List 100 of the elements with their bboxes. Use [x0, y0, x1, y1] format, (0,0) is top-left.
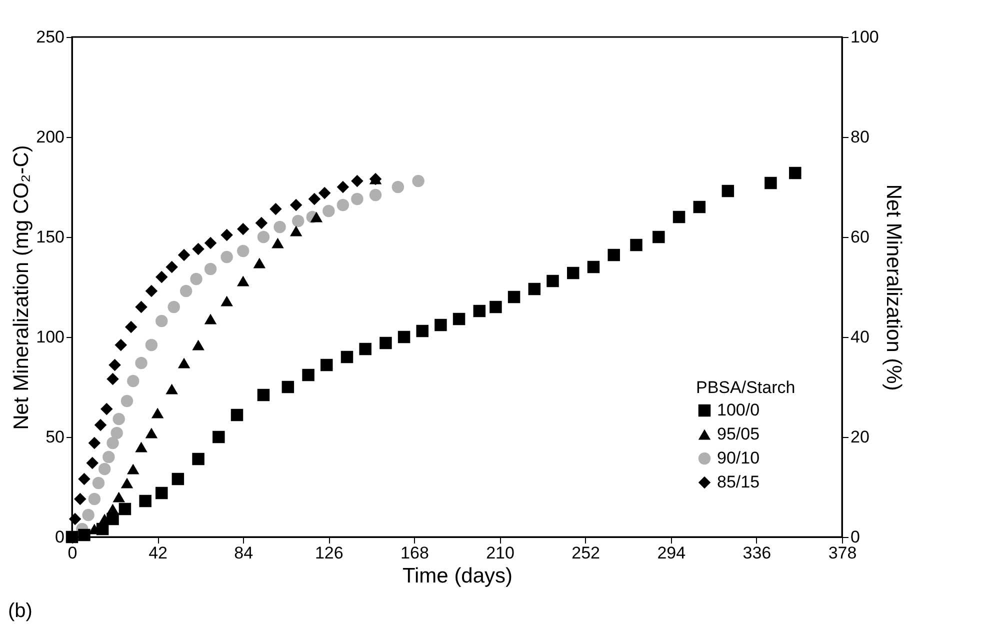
point	[98, 462, 111, 476]
point	[112, 492, 125, 502]
point	[135, 442, 148, 452]
point	[253, 258, 266, 268]
x-axis-title: Time (days)	[402, 564, 513, 588]
y-tick-label: 250	[36, 28, 64, 46]
point	[351, 192, 364, 206]
point	[145, 428, 158, 438]
point	[88, 492, 101, 506]
legend-label: 90/10	[717, 448, 760, 468]
point	[672, 210, 686, 224]
x-tick-label: 42	[148, 544, 168, 562]
point	[452, 312, 466, 326]
point	[66, 530, 78, 544]
point	[398, 330, 410, 344]
point	[118, 502, 132, 516]
point	[274, 220, 286, 234]
x-tick-label: 336	[742, 544, 772, 562]
point	[236, 276, 250, 286]
point	[220, 228, 233, 242]
point	[270, 202, 282, 216]
point	[145, 338, 158, 352]
point	[292, 214, 304, 228]
point	[789, 166, 802, 180]
x-tick-label: 252	[572, 544, 600, 562]
point	[180, 284, 192, 298]
point	[257, 230, 270, 244]
y-tick-label: 100	[36, 328, 64, 346]
point	[546, 274, 559, 288]
point	[220, 250, 233, 264]
point	[168, 300, 180, 314]
point	[566, 266, 580, 280]
point	[120, 478, 134, 488]
point	[302, 368, 314, 382]
point	[78, 472, 90, 486]
point	[351, 174, 364, 188]
point	[336, 180, 350, 194]
point	[106, 372, 119, 386]
point	[434, 318, 447, 332]
point	[120, 394, 134, 408]
point	[114, 338, 128, 352]
y2-tick-label: 40	[850, 328, 870, 346]
point	[473, 304, 486, 318]
point	[108, 358, 121, 372]
point	[135, 356, 148, 370]
legend-label: 95/05	[717, 424, 760, 444]
point	[204, 314, 217, 324]
point	[112, 412, 125, 426]
point	[630, 238, 642, 252]
point	[135, 300, 148, 314]
point	[88, 436, 101, 450]
y-tick-label: 50	[46, 428, 64, 446]
point	[178, 358, 190, 368]
point	[318, 186, 331, 200]
point	[192, 452, 204, 466]
point	[156, 486, 168, 500]
point	[192, 340, 204, 350]
point	[369, 188, 382, 202]
point	[96, 522, 109, 536]
point	[693, 200, 706, 214]
y2-tick-label: 0	[850, 528, 860, 546]
point	[608, 248, 620, 262]
y-axis-title: Net Mineralization (mg CO₂-C)	[10, 145, 34, 430]
x-tick-label: 210	[486, 544, 514, 562]
point	[156, 270, 168, 284]
point	[212, 430, 225, 444]
point	[308, 192, 321, 206]
point	[106, 436, 119, 450]
point	[310, 212, 323, 222]
point	[490, 300, 502, 314]
point	[290, 226, 302, 236]
point	[236, 244, 250, 258]
point	[190, 272, 202, 286]
point	[412, 174, 424, 188]
y2-tick-label: 20	[850, 428, 870, 446]
point	[151, 408, 164, 418]
legend-label: 100/0	[717, 400, 760, 420]
point	[416, 324, 428, 338]
point	[220, 296, 233, 306]
legend-label: 85/15	[717, 472, 760, 492]
point	[722, 184, 734, 198]
point	[508, 290, 520, 304]
point	[764, 176, 777, 190]
y2-axis-title: Net Mineralization (%)	[882, 184, 905, 391]
point	[204, 236, 217, 250]
point	[652, 230, 665, 244]
point	[126, 464, 140, 474]
y2-tick-label: 100	[850, 28, 879, 46]
point	[528, 282, 541, 296]
point	[78, 528, 90, 542]
point	[322, 204, 335, 218]
point	[126, 374, 140, 388]
point	[359, 342, 372, 356]
point	[320, 358, 333, 372]
point	[204, 262, 217, 276]
point	[172, 472, 184, 486]
point	[74, 492, 86, 506]
point	[166, 260, 178, 274]
point	[110, 426, 123, 440]
point	[156, 314, 168, 328]
